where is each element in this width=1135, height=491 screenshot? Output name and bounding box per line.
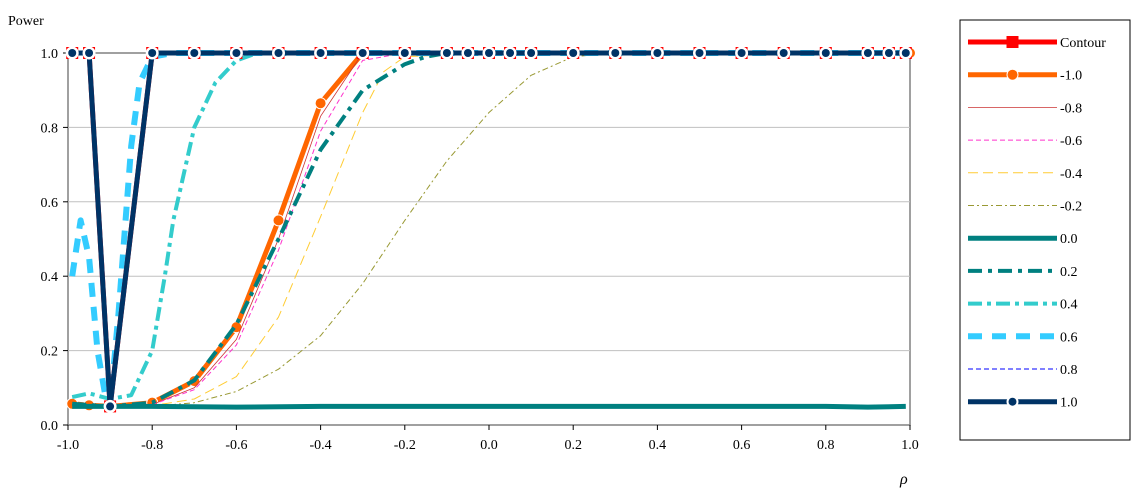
- x-tick-label: 0.0: [480, 438, 498, 453]
- legend-label: -0.8: [1060, 101, 1082, 116]
- y-tick-label: 0.6: [41, 196, 59, 211]
- y-axis-title: Power: [8, 14, 44, 29]
- data-point: [106, 402, 115, 411]
- data-point: [901, 49, 910, 57]
- data-point: [148, 49, 157, 57]
- data-point: [611, 49, 620, 57]
- y-tick-label: 1.0: [41, 47, 59, 62]
- legend-item: 0.6: [968, 330, 1078, 345]
- legend: Contour -1.0 -0.8 -0.6 -0.4 -0.2 0.0 0.2 0.4 0.6 0…: [959, 19, 1131, 441]
- legend-label: 0.2: [1060, 265, 1078, 280]
- x-tick-label: -0.2: [394, 438, 416, 453]
- data-point: [232, 49, 241, 57]
- legend-item: 0.4: [968, 298, 1078, 313]
- data-point: [653, 49, 662, 57]
- legend-label: -0.2: [1060, 200, 1082, 215]
- legend-item: 1.0: [968, 395, 1078, 411]
- legend-item: 0.0: [968, 232, 1078, 247]
- series-1_0: [65, 46, 913, 413]
- data-point: [68, 49, 77, 57]
- legend-item: -0.6: [968, 134, 1082, 149]
- data-point: [737, 49, 746, 57]
- legend-item: -0.8: [968, 101, 1082, 116]
- data-point: [274, 49, 283, 57]
- data-point: [569, 49, 578, 57]
- x-axis-ticks: -1.0 -0.8 -0.6 -0.4 -0.2 0.0 0.2 0.4 0.6 0.8 1.0: [57, 425, 919, 453]
- series-layer: [65, 46, 916, 413]
- legend-box: [959, 19, 1131, 441]
- data-point: [485, 49, 493, 57]
- x-tick-label: -0.4: [310, 438, 332, 453]
- data-point: [527, 49, 536, 57]
- plot-area: [67, 52, 911, 426]
- data-point: [863, 49, 872, 57]
- legend-label: 0.8: [1060, 363, 1078, 378]
- y-axis-ticks: 0.0 0.2 0.4 0.6 0.8 1.0: [41, 47, 68, 434]
- legend-label: -0.4: [1060, 167, 1082, 182]
- y-tick-label: 0.2: [41, 345, 59, 360]
- y-tick-label: 0.4: [41, 270, 59, 285]
- legend-item: -1.0: [968, 68, 1082, 84]
- x-tick-label: 0.8: [817, 438, 835, 453]
- x-tick-label: 1.0: [901, 438, 919, 453]
- data-point: [314, 97, 327, 110]
- data-point: [463, 49, 472, 57]
- data-point: [272, 214, 285, 227]
- legend-item: -0.2: [968, 200, 1082, 215]
- x-tick-label: 0.4: [649, 438, 667, 453]
- data-point: [695, 49, 704, 57]
- data-point: [779, 49, 788, 57]
- legend-marker: [1006, 36, 1019, 48]
- legend-label: Contour: [1060, 36, 1106, 51]
- data-point: [442, 49, 451, 57]
- legend-label: 0.6: [1060, 330, 1078, 345]
- x-tick-label: 0.6: [733, 438, 751, 453]
- y-tick-label: 0.8: [41, 121, 59, 136]
- data-point: [358, 49, 367, 57]
- data-point: [316, 49, 325, 57]
- y-tick-label: 0.0: [41, 419, 59, 434]
- series-0_0: [72, 403, 906, 410]
- legend-item: -0.4: [968, 167, 1082, 182]
- series-line: [72, 403, 906, 410]
- data-point: [821, 49, 830, 57]
- legend-marker: [1008, 397, 1017, 406]
- x-tick-label: -0.8: [141, 438, 163, 453]
- x-tick-label: -0.6: [225, 438, 247, 453]
- x-axis-title: ρ: [899, 471, 908, 488]
- legend-label: 0.4: [1060, 298, 1078, 313]
- gridlines: [68, 126, 910, 352]
- legend-item: Contour: [968, 36, 1106, 51]
- data-point: [506, 49, 515, 57]
- data-point: [85, 49, 94, 57]
- data-point: [400, 49, 409, 57]
- legend-label: -1.0: [1060, 69, 1082, 84]
- legend-item: 0.2: [968, 265, 1078, 280]
- x-tick-label: 0.2: [564, 438, 582, 453]
- legend-label: 0.0: [1060, 232, 1078, 247]
- x-tick-label: -1.0: [57, 438, 79, 453]
- legend-label: 1.0: [1060, 396, 1078, 411]
- legend-label: -0.6: [1060, 134, 1082, 149]
- data-point: [884, 49, 893, 57]
- legend-marker: [1006, 68, 1019, 81]
- legend-item: 0.8: [968, 363, 1078, 378]
- data-point: [190, 49, 199, 57]
